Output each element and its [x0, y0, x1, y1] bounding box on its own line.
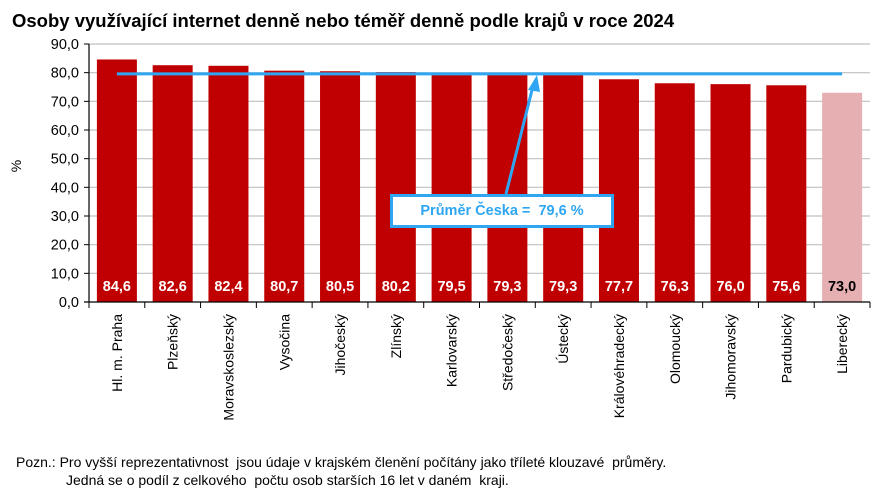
footnote-line1: Pro vyšší reprezentativnost jsou údaje v… — [59, 454, 667, 470]
y-tick-label: 0,0 — [59, 295, 79, 311]
bar-value-label: 82,4 — [214, 279, 242, 295]
bar-value-label: 76,0 — [716, 279, 744, 295]
category-label: Královéhradecký — [611, 314, 627, 418]
footnote-label: Pozn.: — [16, 454, 56, 470]
arrow-head-icon — [528, 75, 540, 92]
bar — [264, 70, 305, 302]
bar-value-label: 73,0 — [828, 279, 856, 295]
bar-value-label: 76,3 — [661, 279, 689, 295]
y-tick-label: 70,0 — [51, 94, 79, 110]
bar-value-label: 84,6 — [103, 279, 131, 295]
bar — [375, 72, 416, 303]
category-label: Moravskoslezský — [220, 314, 236, 421]
y-tick-label: 50,0 — [51, 152, 79, 168]
bar — [598, 79, 639, 302]
bar-value-label: 80,7 — [270, 279, 298, 295]
bar-value-label: 77,7 — [605, 279, 633, 295]
bar — [766, 85, 807, 302]
callout-arrow — [504, 85, 535, 195]
bar — [822, 92, 863, 302]
category-label: Hl. m. Praha — [109, 314, 125, 392]
y-tick-label: 90,0 — [51, 37, 79, 53]
category-label: Jihomoravský — [723, 314, 739, 400]
bar — [152, 65, 193, 302]
y-tick-label: 60,0 — [51, 123, 79, 139]
category-label: Pardubický — [778, 314, 794, 383]
category-label: Karlovarský — [444, 314, 460, 387]
category-label: Olomoucký — [667, 314, 683, 384]
bar — [431, 74, 472, 302]
y-axis-label: % — [8, 160, 24, 172]
bar — [710, 84, 751, 302]
footnote: Pozn.: Pro vyšší reprezentativnost jsou … — [16, 453, 666, 489]
category-label: Vysočina — [276, 314, 292, 371]
category-label: Liberecký — [834, 314, 850, 374]
y-tick-label: 80,0 — [51, 66, 79, 82]
bar — [320, 71, 361, 302]
category-label: Středočeský — [499, 314, 515, 391]
average-callout: Průměr Česka = 79,6 % — [390, 194, 614, 228]
bar-value-label: 79,3 — [493, 279, 521, 295]
bar-value-label: 80,2 — [382, 279, 410, 295]
bar-value-label: 75,6 — [772, 279, 800, 295]
y-tick-label: 40,0 — [51, 180, 79, 196]
bar — [96, 59, 137, 303]
category-label: Ústecký — [555, 314, 571, 364]
category-label: Plzeňský — [165, 314, 181, 370]
y-tick-label: 30,0 — [51, 209, 79, 225]
bar — [654, 83, 695, 302]
category-label: Zlínský — [388, 314, 404, 358]
bar — [543, 74, 584, 302]
y-tick-label: 20,0 — [51, 238, 79, 254]
category-label: Jihočeský — [332, 314, 348, 375]
bar-value-label: 80,5 — [326, 279, 354, 295]
y-tick-label: 10,0 — [51, 266, 79, 282]
bar-value-label: 79,5 — [437, 279, 465, 295]
bar-value-label: 79,3 — [549, 279, 577, 295]
bar — [208, 65, 249, 302]
chart-title: Osoby využívající internet denně nebo té… — [12, 10, 675, 31]
bar-value-label: 82,6 — [159, 279, 187, 295]
footnote-line2: Jedná se o podíl z celkového počtu osob … — [66, 472, 509, 488]
